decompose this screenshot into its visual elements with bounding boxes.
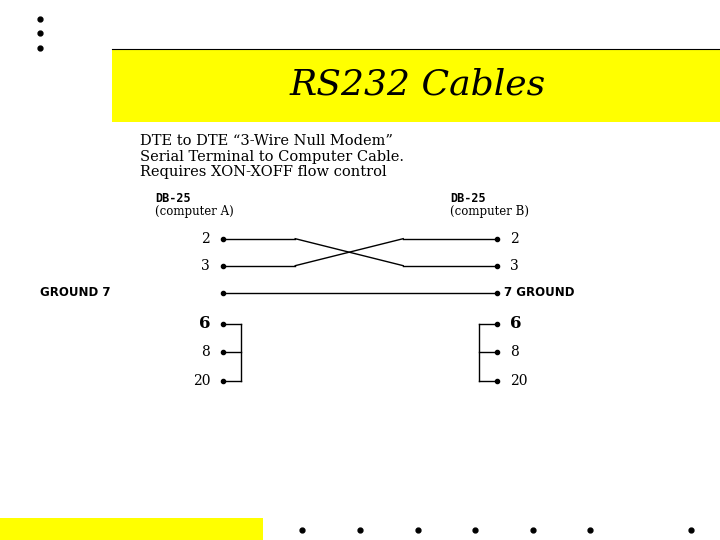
FancyBboxPatch shape <box>0 518 263 540</box>
Text: DB-25: DB-25 <box>450 192 485 205</box>
Text: (computer A): (computer A) <box>155 205 233 218</box>
FancyBboxPatch shape <box>112 49 720 122</box>
Text: DB-25: DB-25 <box>155 192 190 205</box>
Text: Requires XON-XOFF flow control: Requires XON-XOFF flow control <box>140 165 387 179</box>
Text: 7 GROUND: 7 GROUND <box>504 286 575 299</box>
Text: GROUND 7: GROUND 7 <box>40 286 110 299</box>
Text: DTE to DTE “3-Wire Null Modem”: DTE to DTE “3-Wire Null Modem” <box>140 134 393 149</box>
Text: RS232 Cables: RS232 Cables <box>289 68 546 102</box>
Text: 3: 3 <box>202 259 210 273</box>
Text: 2: 2 <box>202 232 210 246</box>
Text: 8: 8 <box>202 345 210 359</box>
Text: 8: 8 <box>510 345 518 359</box>
Text: 20: 20 <box>510 374 527 388</box>
Text: 2: 2 <box>510 232 518 246</box>
Text: (computer B): (computer B) <box>450 205 529 218</box>
Text: Serial Terminal to Computer Cable.: Serial Terminal to Computer Cable. <box>140 150 405 164</box>
Text: 3: 3 <box>510 259 518 273</box>
Text: 20: 20 <box>193 374 210 388</box>
Text: 6: 6 <box>199 315 210 333</box>
Text: 6: 6 <box>510 315 521 333</box>
